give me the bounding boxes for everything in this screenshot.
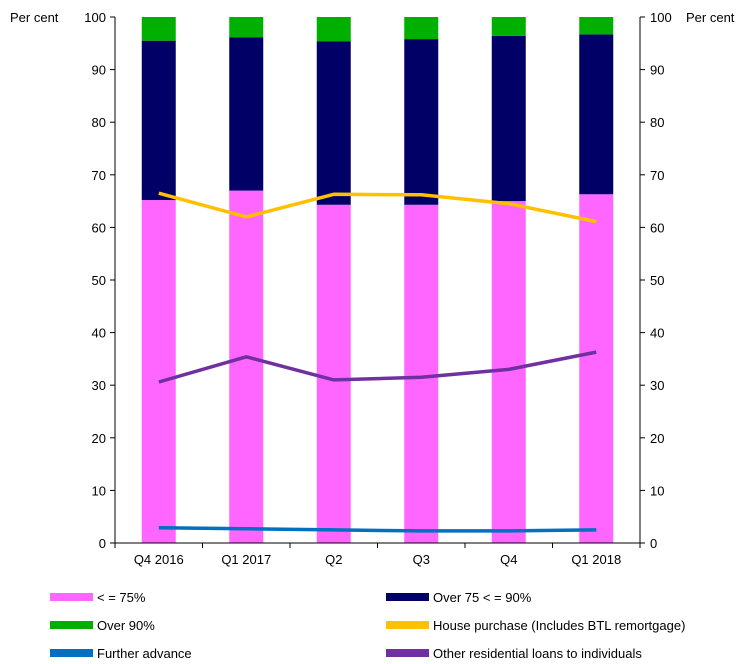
bar-over-75-90-q3 [404,39,439,205]
x-tick-label-q1-2018: Q1 2018 [571,552,621,567]
y-tick-label-right-10: 10 [650,483,664,498]
y-tick-label-right-100: 100 [650,10,672,25]
labels-layer: 0 0 10 10 20 20 30 30 40 40 50 50 60 60 70 70 80 80 90 90 10… [10,10,735,567]
x-tick-label-q2: Q2 [325,552,342,567]
y-tick-label-right-20: 20 [650,431,664,446]
bar-75-q2 [316,204,351,544]
legend: < = 75% Over 75 < = 90% Over 90% House purc… [50,590,685,661]
bar-over-75-90-q4 [491,35,526,202]
bar-over-75-90-q1-2017 [229,37,264,191]
bar-75-q1-2017 [229,190,264,543]
line-house-purchase-includes-btl-remortgage [158,191,597,224]
bar-over-75-90-q1-2018 [579,34,614,195]
axes-layer [110,16,645,548]
y-tick-label-left-20: 20 [92,431,106,446]
bar-75-q3 [404,204,439,544]
legend-swatch-over-75-90 [386,593,429,601]
legend-label-75: < = 75% [97,590,146,605]
x-tick-label-q4: Q4 [500,552,517,567]
y-tick-label-right-30: 30 [650,378,664,393]
legend-swatch-over-90 [50,621,93,629]
y-tick-label-left-100: 100 [84,10,106,25]
bar-over-90-q4-2016 [141,17,176,41]
bar-over-90-q3 [404,17,439,40]
legend-swatch-other-residential-loans-to-individuals [386,649,429,657]
legend-swatch-house-purchase-includes-btl-remortgage [386,621,429,629]
bar-75-q1-2018 [579,194,614,543]
legend-label-over-75-90: Over 75 < = 90% [433,590,532,605]
left-axis-unit: Per cent [10,10,59,25]
y-tick-label-left-10: 10 [92,483,106,498]
legend-label-other-residential-loans-to-individuals: Other residential loans to individuals [433,646,642,661]
legend-swatch-further-advance [50,649,93,657]
y-tick-label-left-80: 80 [92,115,106,130]
bar-over-75-90-q2 [316,41,351,205]
y-tick-label-left-50: 50 [92,273,106,288]
x-tick-label-q3: Q3 [413,552,430,567]
bar-75-q4-2016 [141,200,176,543]
y-tick-label-right-80: 80 [650,115,664,130]
y-tick-label-right-40: 40 [650,326,664,341]
y-tick-label-left-40: 40 [92,326,106,341]
legend-label-over-90: Over 90% [97,618,155,633]
legend-label-house-purchase-includes-btl-remortgage: House purchase (Includes BTL remortgage) [433,618,685,633]
bar-over-90-q2 [316,17,351,42]
y-tick-label-left-70: 70 [92,168,106,183]
y-tick-label-left-0: 0 [99,536,106,551]
bar-over-75-90-q4-2016 [141,40,176,201]
bar-over-90-q1-2017 [229,17,264,38]
right-axis-unit: Per cent [686,10,735,25]
lines-layer [158,191,597,533]
y-tick-label-right-50: 50 [650,273,664,288]
y-tick-label-left-90: 90 [92,63,106,78]
y-tick-label-right-60: 60 [650,220,664,235]
bar-over-90-q1-2018 [579,17,614,35]
legend-label-further-advance: Further advance [97,646,192,661]
legend-swatch-75 [50,593,93,601]
y-tick-label-right-70: 70 [650,168,664,183]
line-further-advance [158,525,597,533]
y-tick-label-right-0: 0 [650,536,657,551]
x-tick-label-q1-2017: Q1 2017 [221,552,271,567]
bars-layer [141,17,614,544]
y-tick-label-right-90: 90 [650,63,664,78]
x-tick-label-q4-2016: Q4 2016 [134,552,184,567]
y-tick-label-left-30: 30 [92,378,106,393]
line-other-residential-loans-to-individuals [158,350,597,384]
bar-over-90-q4 [491,17,526,36]
y-tick-label-left-60: 60 [92,220,106,235]
